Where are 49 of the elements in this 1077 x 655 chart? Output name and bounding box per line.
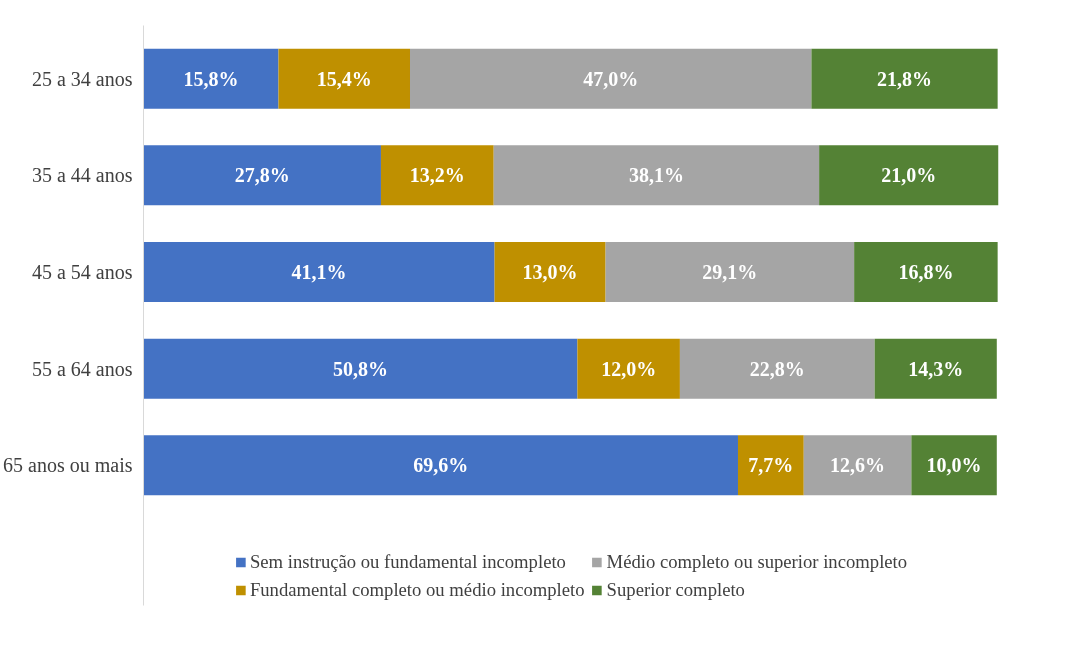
y-tick-label: 65 anos ou mais bbox=[3, 454, 133, 477]
bar bbox=[143, 48, 279, 109]
data-label: 29,1% bbox=[702, 261, 758, 283]
data-label: 15,4% bbox=[316, 67, 372, 90]
data-label: 21,0% bbox=[881, 164, 937, 187]
bar bbox=[380, 145, 494, 206]
legend-label: Superior completo bbox=[606, 579, 745, 601]
bar bbox=[605, 242, 855, 302]
bar bbox=[737, 435, 804, 496]
data-label: 38,1% bbox=[628, 164, 684, 187]
legend-label: Médio completo ou superior incompleto bbox=[606, 551, 908, 573]
data-label: 15,8% bbox=[183, 67, 239, 90]
bar bbox=[409, 48, 812, 109]
bar bbox=[874, 338, 997, 399]
legend-label: Sem instrução ou fundamental incompleto bbox=[249, 551, 566, 573]
data-label: 41,1% bbox=[291, 261, 347, 283]
bar bbox=[577, 338, 680, 399]
data-label: 21,8% bbox=[877, 67, 933, 90]
data-label: 13,2% bbox=[409, 164, 465, 187]
bar bbox=[143, 145, 381, 206]
data-label: 7,7% bbox=[748, 454, 794, 477]
y-tick-label: 45 a 54 anos bbox=[31, 261, 133, 283]
data-label: 22,8% bbox=[749, 357, 805, 380]
bar bbox=[143, 242, 495, 302]
legend-label: Fundamental completo ou médio incompleto bbox=[249, 579, 585, 601]
bar bbox=[811, 48, 998, 109]
data-label: 13,0% bbox=[522, 261, 578, 283]
data-label: 10,0% bbox=[926, 454, 982, 477]
data-label: 47,0% bbox=[583, 67, 639, 90]
y-tick-label: 55 a 64 anos bbox=[31, 357, 133, 380]
data-label: 27,8% bbox=[234, 164, 290, 187]
data-label: 16,8% bbox=[898, 261, 954, 283]
data-label: 12,6% bbox=[830, 454, 886, 477]
bar bbox=[819, 145, 999, 206]
bar bbox=[494, 242, 606, 302]
data-label: 69,6% bbox=[413, 454, 469, 477]
data-label: 14,3% bbox=[908, 357, 964, 380]
bar bbox=[143, 338, 578, 399]
bar bbox=[911, 435, 997, 496]
data-label: 50,8% bbox=[332, 357, 388, 380]
bar bbox=[143, 435, 738, 496]
y-tick-label: 35 a 44 anos bbox=[31, 164, 133, 187]
bar bbox=[803, 435, 912, 496]
bar bbox=[854, 242, 998, 302]
bar bbox=[679, 338, 875, 399]
data-label: 12,0% bbox=[601, 357, 657, 380]
y-tick-label: 25 a 34 anos bbox=[31, 67, 133, 90]
bar bbox=[493, 145, 820, 206]
bar bbox=[278, 48, 410, 109]
